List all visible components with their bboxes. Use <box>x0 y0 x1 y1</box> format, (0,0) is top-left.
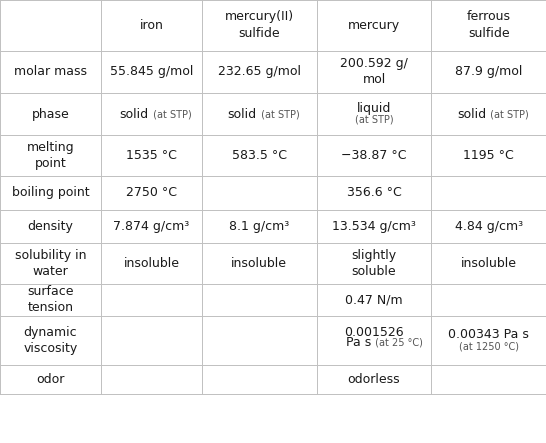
Text: phase: phase <box>32 108 69 120</box>
Text: (at STP): (at STP) <box>258 109 299 119</box>
Text: 0.00343 Pa s: 0.00343 Pa s <box>448 328 529 342</box>
Text: −38.87 °C: −38.87 °C <box>341 149 407 162</box>
Text: slightly
soluble: slightly soluble <box>352 249 396 278</box>
Text: insoluble: insoluble <box>232 256 287 270</box>
Text: solid: solid <box>457 108 486 120</box>
Text: 200.592 g/
mol: 200.592 g/ mol <box>340 58 408 86</box>
Text: 1195 °C: 1195 °C <box>464 149 514 162</box>
Text: (at STP): (at STP) <box>355 115 393 125</box>
Text: iron: iron <box>140 19 163 32</box>
Text: molar mass: molar mass <box>14 66 87 78</box>
Text: melting
point: melting point <box>27 141 74 170</box>
Text: mercury(II)
sulfide: mercury(II) sulfide <box>225 11 294 40</box>
Text: ferrous
sulfide: ferrous sulfide <box>467 11 511 40</box>
Text: odorless: odorless <box>348 373 400 386</box>
Text: solubility in
water: solubility in water <box>15 249 86 278</box>
Text: (at STP): (at STP) <box>487 109 529 119</box>
Text: 8.1 g/cm³: 8.1 g/cm³ <box>229 220 289 233</box>
Text: Pa s: Pa s <box>346 336 371 349</box>
Text: liquid: liquid <box>357 102 391 115</box>
Text: mercury: mercury <box>348 19 400 32</box>
Text: 0.47 N/m: 0.47 N/m <box>345 293 403 307</box>
Text: (at 25 °C): (at 25 °C) <box>372 338 423 347</box>
Text: 232.65 g/mol: 232.65 g/mol <box>218 66 301 78</box>
Text: 583.5 °C: 583.5 °C <box>232 149 287 162</box>
Text: 4.84 g/cm³: 4.84 g/cm³ <box>455 220 523 233</box>
Text: 1535 °C: 1535 °C <box>126 149 177 162</box>
Text: 87.9 g/mol: 87.9 g/mol <box>455 66 523 78</box>
Text: 2750 °C: 2750 °C <box>126 187 177 199</box>
Text: 0.001526: 0.001526 <box>344 326 404 339</box>
Text: surface
tension: surface tension <box>27 285 74 315</box>
Text: insoluble: insoluble <box>461 256 517 270</box>
Text: boiling point: boiling point <box>11 187 90 199</box>
Text: insoluble: insoluble <box>123 256 180 270</box>
Text: solid: solid <box>120 108 149 120</box>
Text: odor: odor <box>37 373 64 386</box>
Text: 356.6 °C: 356.6 °C <box>347 187 401 199</box>
Text: (at 1250 °C): (at 1250 °C) <box>459 342 519 351</box>
Text: 13.534 g/cm³: 13.534 g/cm³ <box>332 220 416 233</box>
Text: 7.874 g/cm³: 7.874 g/cm³ <box>114 220 189 233</box>
Text: density: density <box>27 220 74 233</box>
Text: 55.845 g/mol: 55.845 g/mol <box>110 66 193 78</box>
Text: (at STP): (at STP) <box>150 109 192 119</box>
Text: solid: solid <box>228 108 257 120</box>
Text: dynamic
viscosity: dynamic viscosity <box>23 326 78 355</box>
